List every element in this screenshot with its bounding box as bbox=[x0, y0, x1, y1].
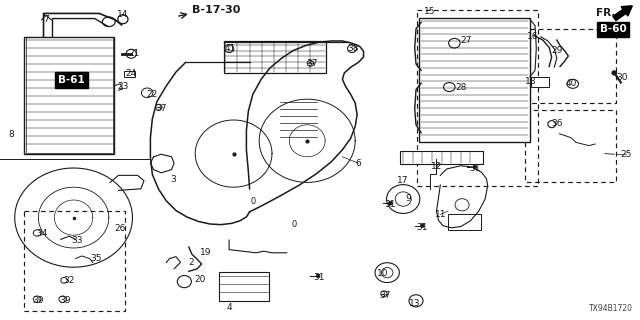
Text: 17: 17 bbox=[397, 176, 409, 185]
Text: 37: 37 bbox=[156, 104, 167, 113]
Ellipse shape bbox=[156, 104, 162, 110]
Bar bbox=[224, 41, 326, 73]
Ellipse shape bbox=[118, 15, 128, 24]
Ellipse shape bbox=[420, 224, 424, 228]
Ellipse shape bbox=[449, 38, 460, 48]
Text: B-60: B-60 bbox=[600, 24, 627, 35]
Text: 10: 10 bbox=[377, 269, 388, 278]
FancyArrow shape bbox=[613, 6, 632, 21]
Text: 39: 39 bbox=[33, 296, 44, 305]
Text: 31: 31 bbox=[469, 164, 481, 173]
Ellipse shape bbox=[548, 121, 556, 128]
Ellipse shape bbox=[307, 60, 314, 66]
Text: 34: 34 bbox=[36, 229, 47, 238]
Ellipse shape bbox=[567, 79, 579, 88]
Ellipse shape bbox=[381, 291, 387, 297]
Text: 3: 3 bbox=[170, 175, 175, 184]
Text: 37: 37 bbox=[307, 59, 318, 68]
Text: 4: 4 bbox=[227, 303, 232, 312]
Ellipse shape bbox=[396, 192, 412, 206]
Text: 33: 33 bbox=[71, 236, 83, 245]
Text: 29: 29 bbox=[551, 46, 563, 55]
Text: 12: 12 bbox=[431, 162, 443, 171]
Ellipse shape bbox=[225, 45, 234, 52]
Text: 6: 6 bbox=[356, 159, 361, 168]
Text: 19: 19 bbox=[200, 248, 212, 257]
Text: 31: 31 bbox=[417, 223, 428, 232]
Bar bbox=[530, 29, 616, 103]
Text: 2: 2 bbox=[188, 258, 193, 267]
Ellipse shape bbox=[316, 274, 320, 278]
Text: 38: 38 bbox=[348, 44, 359, 53]
Text: 25: 25 bbox=[620, 150, 632, 159]
Bar bbox=[419, 18, 530, 142]
Text: B-61: B-61 bbox=[58, 75, 85, 85]
Text: TX94B1720: TX94B1720 bbox=[589, 304, 633, 313]
Text: 13: 13 bbox=[409, 300, 420, 308]
Text: 37: 37 bbox=[380, 291, 391, 300]
Ellipse shape bbox=[444, 83, 455, 92]
Bar bbox=[26, 37, 113, 153]
Ellipse shape bbox=[387, 185, 420, 213]
Text: 9: 9 bbox=[406, 194, 411, 203]
Text: 31: 31 bbox=[313, 273, 324, 282]
Bar bbox=[124, 71, 135, 77]
Ellipse shape bbox=[455, 199, 469, 211]
Bar bbox=[219, 272, 269, 301]
Text: 23: 23 bbox=[117, 82, 129, 91]
Bar bbox=[24, 211, 125, 311]
Text: 27: 27 bbox=[460, 36, 472, 45]
Text: 26: 26 bbox=[115, 224, 126, 233]
Ellipse shape bbox=[375, 263, 399, 283]
Ellipse shape bbox=[348, 45, 356, 52]
Text: 39: 39 bbox=[60, 296, 71, 305]
Ellipse shape bbox=[612, 71, 617, 75]
Text: 32: 32 bbox=[63, 276, 75, 285]
Text: 11: 11 bbox=[435, 210, 446, 219]
Bar bbox=[24, 37, 114, 154]
Ellipse shape bbox=[61, 277, 67, 283]
Text: 24: 24 bbox=[125, 69, 137, 78]
Ellipse shape bbox=[33, 296, 41, 302]
Ellipse shape bbox=[59, 296, 67, 302]
Text: 8: 8 bbox=[9, 130, 14, 139]
Bar bbox=[400, 151, 483, 164]
Text: 7: 7 bbox=[44, 15, 49, 24]
Ellipse shape bbox=[388, 201, 392, 205]
Text: 20: 20 bbox=[194, 275, 205, 284]
Text: 15: 15 bbox=[424, 7, 436, 16]
Text: 0: 0 bbox=[292, 220, 297, 228]
Text: 18: 18 bbox=[525, 77, 537, 86]
Text: 14: 14 bbox=[117, 10, 129, 19]
Ellipse shape bbox=[177, 276, 191, 288]
Bar bbox=[417, 10, 538, 186]
Ellipse shape bbox=[141, 88, 153, 98]
Text: FR.: FR. bbox=[596, 8, 616, 19]
Text: 31: 31 bbox=[385, 200, 396, 209]
Ellipse shape bbox=[473, 165, 477, 169]
Bar bbox=[531, 77, 549, 87]
Bar bbox=[448, 214, 481, 230]
Text: 21: 21 bbox=[129, 49, 140, 58]
Text: 35: 35 bbox=[90, 254, 102, 263]
Text: 22: 22 bbox=[146, 90, 157, 99]
Ellipse shape bbox=[33, 230, 41, 236]
Text: 41: 41 bbox=[225, 44, 236, 53]
Text: 16: 16 bbox=[527, 32, 538, 41]
Text: 36: 36 bbox=[551, 119, 563, 128]
Text: 40: 40 bbox=[565, 79, 577, 88]
Bar bbox=[525, 110, 616, 182]
Ellipse shape bbox=[381, 268, 393, 278]
Ellipse shape bbox=[126, 49, 136, 58]
Text: 0: 0 bbox=[250, 197, 255, 206]
Ellipse shape bbox=[409, 295, 423, 307]
Text: B-17-30: B-17-30 bbox=[192, 5, 241, 15]
Text: 30: 30 bbox=[616, 73, 628, 82]
Text: 28: 28 bbox=[455, 83, 467, 92]
